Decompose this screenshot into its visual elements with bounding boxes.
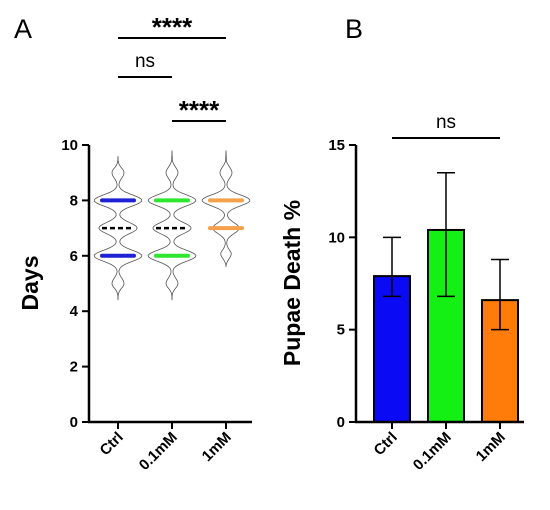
- significance-label: ns: [436, 112, 456, 133]
- chart-a-ytick-label: 10: [61, 137, 78, 154]
- chart-b-ytick-label: 10: [328, 229, 345, 246]
- chart-a-ytick-label: 6: [70, 248, 78, 265]
- violin-outline: [201, 150, 251, 267]
- chart-b-ytick-label: 0: [337, 414, 345, 431]
- chart-a-category-label: Ctrl: [97, 429, 127, 459]
- violin-outline: [147, 150, 197, 301]
- chart-b: 0 5 10 15 Ctrl 0.1mM 1mM ns: [328, 112, 524, 474]
- chart-b-ylabel: Pupae Death %: [279, 200, 305, 366]
- chart-a-ylabel: Days: [17, 256, 43, 311]
- chart-b-ytick-label: 15: [328, 137, 345, 154]
- significance-label: ****: [152, 12, 193, 42]
- chart-a-ytick-label: 0: [70, 414, 78, 431]
- chart-a-category-label: 0.1mM: [136, 429, 181, 474]
- chart-a-ytick-label: 8: [70, 192, 78, 209]
- chart-b-category-label: 1mM: [473, 429, 509, 465]
- chart-a-category-label: 1mM: [199, 429, 235, 465]
- chart-a: 0 2 4 6 8 10 Ctrl 0.1mM 1mM **** ns ****: [61, 12, 252, 474]
- chart-a-ytick-label: 2: [70, 359, 78, 376]
- violin-outline: [93, 156, 143, 301]
- chart-a-ytick-label: 4: [70, 303, 79, 320]
- bar: [373, 275, 411, 424]
- chart-b-ytick-label: 5: [337, 322, 345, 339]
- panel-label-a: A: [14, 14, 32, 44]
- significance-label: ****: [179, 95, 220, 125]
- significance-label: ns: [135, 51, 155, 72]
- panel-label-b: B: [345, 14, 363, 44]
- chart-b-category-label: 0.1mM: [410, 429, 455, 474]
- chart-b-category-label: Ctrl: [371, 429, 401, 459]
